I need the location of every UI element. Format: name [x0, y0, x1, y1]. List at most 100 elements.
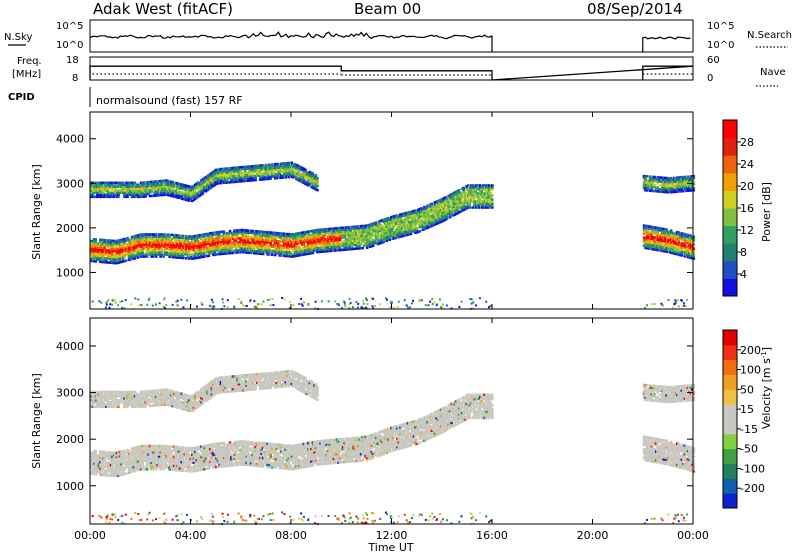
power-echo-pixel [261, 172, 265, 175]
power-echo-pixel [153, 182, 156, 185]
power-echo-pixel [310, 185, 313, 189]
power-echo-pixel [99, 185, 102, 189]
power-echo-pixel [124, 191, 128, 195]
power-echo-pixel [135, 244, 138, 248]
power-echo-pixel [219, 242, 223, 246]
power-echo-pixel [126, 191, 129, 195]
power-echo-pixel [663, 238, 667, 241]
power-echo-pixel [653, 232, 656, 235]
power-echo-pixel [230, 235, 233, 239]
power-echo-pixel [160, 249, 164, 252]
power-echo-pixel [230, 251, 233, 255]
power-echo-pixel [669, 229, 673, 232]
power-echo-pixel [254, 166, 257, 170]
power-echo-pixel [195, 234, 199, 238]
power-echo-pixel [477, 184, 481, 187]
velocity-echo-pixel [133, 461, 137, 464]
power-echo-pixel [674, 190, 678, 194]
velocity-echo-pixel [94, 466, 98, 470]
power-echo-pixel [365, 246, 369, 249]
velocity-echo-pixel [121, 462, 125, 466]
power-echo-pixel [261, 164, 265, 167]
velocity-echo-pixel [138, 453, 141, 457]
power-echo-pixel [91, 249, 95, 253]
power-echo-pixel [651, 185, 655, 189]
power-echo-pixel [295, 248, 298, 252]
power-echo-pixel [343, 232, 346, 235]
power-echo-pixel [680, 246, 684, 249]
power-echo-pixel [415, 210, 419, 214]
power-echo-pixel [240, 179, 244, 183]
power-echo-pixel [145, 241, 149, 244]
power-echo-pixel [178, 190, 182, 194]
power-echo-pixel [163, 191, 167, 194]
power-echo-pixel [234, 178, 238, 182]
power-echo-pixel [224, 167, 227, 170]
power-echo-pixel [108, 239, 111, 242]
power-echo-pixel [334, 227, 337, 230]
power-echo-pixel [175, 186, 179, 189]
power-echo-pixel [204, 176, 208, 179]
power-echo-pixel [257, 252, 260, 255]
power-echo-pixel [435, 200, 438, 203]
power-echo-pixel [272, 237, 276, 241]
power-echo-pixel [243, 177, 247, 181]
power-echo-pixel [117, 259, 120, 262]
power-echo-pixel [275, 174, 279, 178]
power-echo-pixel [263, 173, 266, 177]
power-echo-pixel [272, 171, 276, 174]
power-echo-pixel [99, 250, 102, 254]
power-echo-pixel [287, 238, 291, 242]
velocity-echo-pixel [168, 461, 171, 465]
power-echo-pixel [133, 191, 137, 195]
velocity-echo-pixel [97, 460, 101, 464]
power-ground-pixel [366, 303, 369, 306]
power-echo-pixel [109, 241, 113, 244]
power-echo-pixel [284, 172, 288, 175]
power-echo-pixel [210, 239, 214, 243]
power-echo-pixel [165, 187, 168, 190]
power-echo-pixel [186, 190, 190, 194]
power-echo-pixel [380, 233, 384, 236]
power-echo-pixel [305, 250, 309, 254]
power-echo-pixel [227, 250, 230, 253]
velocity-echo-pixel [145, 451, 149, 454]
power-echo-pixel [660, 186, 664, 189]
power-echo-pixel [186, 241, 190, 244]
power-echo-pixel [686, 237, 690, 241]
power-echo-pixel [347, 240, 351, 243]
velocity-echo-pixel [166, 447, 170, 450]
power-echo-pixel [123, 185, 126, 189]
power-echo-pixel [295, 175, 298, 179]
velocity-echo-pixel [139, 457, 143, 461]
power-echo-pixel [96, 246, 99, 249]
power-echo-pixel [236, 231, 239, 234]
velocity-echo-pixel [97, 462, 101, 466]
power-echo-pixel [192, 237, 196, 240]
power-echo-pixel [331, 245, 334, 248]
power-echo-pixel [382, 228, 386, 232]
velocity-echo-pixel [162, 451, 165, 454]
power-echo-pixel [451, 202, 455, 205]
power-echo-pixel [201, 249, 205, 253]
velocity-echo-pixel [93, 472, 96, 476]
power-echo-pixel [105, 189, 108, 193]
power-echo-pixel [397, 225, 401, 229]
power-echo-pixel [675, 190, 679, 193]
power-echo-pixel [94, 238, 98, 241]
power-echo-pixel [645, 234, 649, 238]
velocity-echo-pixel [172, 462, 176, 465]
power-ground-pixel [349, 302, 352, 305]
power-echo-pixel [414, 209, 417, 212]
power-echo-pixel [405, 223, 408, 227]
power-echo-pixel [660, 231, 664, 235]
power-echo-pixel [218, 175, 221, 179]
power-echo-pixel [138, 241, 141, 245]
power-echo-pixel [361, 246, 364, 250]
power-echo-pixel [487, 200, 491, 203]
power-echo-pixel [93, 260, 96, 263]
power-echo-pixel [245, 171, 248, 175]
velocity-echo-pixel [106, 453, 110, 456]
power-echo-pixel [448, 203, 452, 207]
velocity-echo-pixel [153, 459, 156, 463]
